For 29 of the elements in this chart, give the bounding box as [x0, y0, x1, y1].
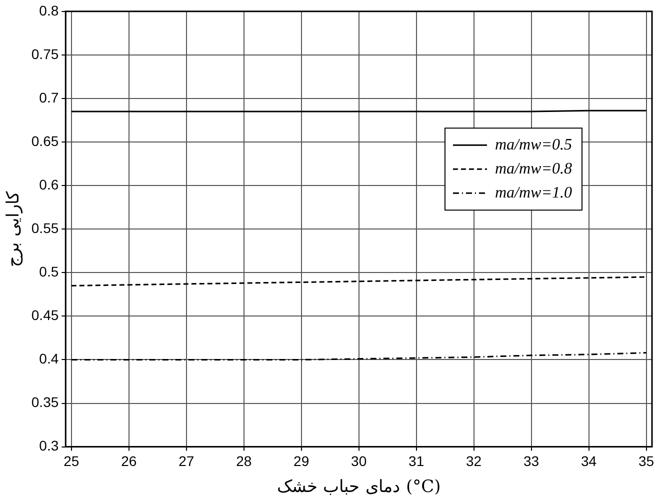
y-tick-label: 0.7: [39, 89, 59, 106]
x-tick-label: 31: [408, 453, 424, 470]
line-series: [70, 352, 647, 360]
x-tick-label: 29: [294, 453, 310, 470]
x-tick-label: 28: [236, 453, 252, 470]
x-tick-label: 25: [64, 453, 80, 470]
x-tick-label: 30: [351, 453, 367, 470]
y-tick-label: 0.8: [39, 2, 59, 18]
x-tick-label: 34: [580, 453, 597, 470]
legend-label: ma/mw=1.0: [494, 184, 572, 202]
y-tick-label: 0.75: [31, 46, 59, 62]
x-tick-label: 27: [178, 453, 194, 470]
x-tick-label: 32: [466, 453, 482, 470]
legend-label: ma/mw=0.8: [494, 160, 572, 178]
x-tick-label: 35: [638, 453, 654, 470]
y-axis-title: کارایی برج: [4, 190, 24, 267]
y-tick-label: 0.55: [31, 220, 59, 236]
line-series: [70, 276, 647, 286]
x-tick-label: 26: [121, 453, 137, 470]
y-tick-label: 0.4: [39, 350, 59, 367]
y-tick-label: 0.35: [31, 394, 59, 410]
y-tick-label: 0.65: [31, 132, 59, 149]
x-tick-label: 33: [523, 453, 540, 470]
y-tick-label: 0.5: [39, 264, 59, 280]
y-tick-label: 0.6: [39, 176, 59, 192]
x-axis-title: دمای حباب خشک (°C): [276, 477, 441, 498]
legend-label: ma/mw=0.5: [494, 136, 572, 154]
y-tick-label: 0.3: [39, 438, 59, 454]
y-tick-label: 0.45: [31, 307, 59, 324]
